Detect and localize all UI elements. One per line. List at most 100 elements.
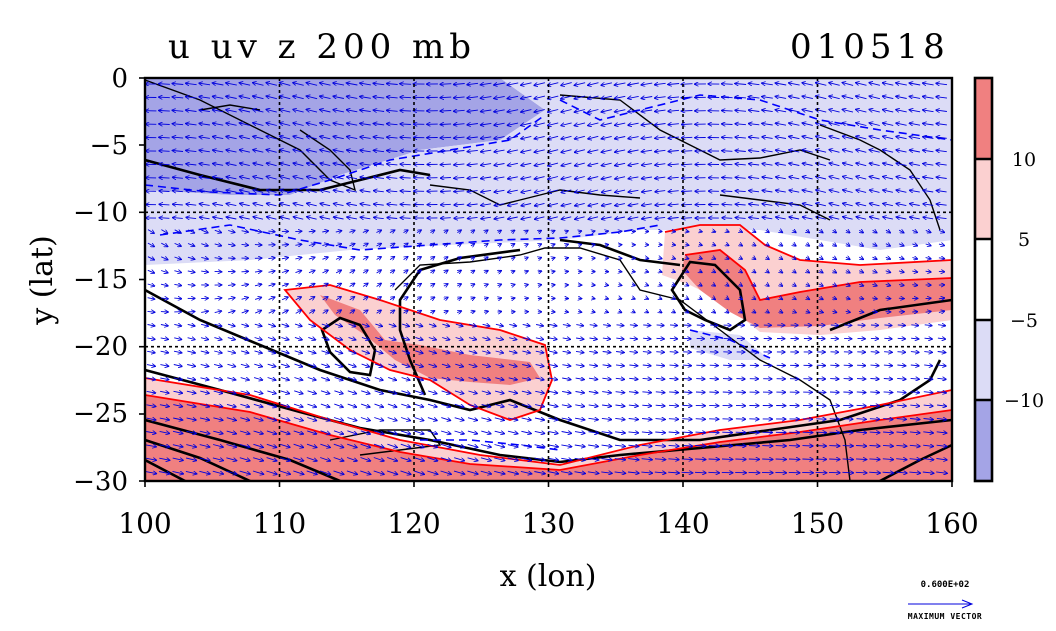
wind-vector <box>695 419 705 420</box>
wind-vector <box>454 110 465 111</box>
wind-vector <box>360 83 371 85</box>
wind-vector <box>320 110 331 112</box>
wind-vector <box>789 96 800 98</box>
wind-vector <box>347 204 357 206</box>
wind-vector <box>267 177 277 180</box>
wind-vector <box>159 97 170 98</box>
wind-vector <box>749 217 759 218</box>
wind-vector <box>909 83 921 85</box>
wind-vector <box>387 84 398 85</box>
wind-vector <box>578 244 581 245</box>
wind-vector <box>869 83 881 86</box>
wind-vector <box>226 123 237 125</box>
wind-vector <box>885 298 891 299</box>
wind-vector <box>802 83 813 85</box>
wind-vector <box>334 150 344 152</box>
wind-vector <box>213 204 223 206</box>
wind-vector <box>655 191 666 192</box>
wind-vector <box>147 242 154 246</box>
wind-vector <box>161 257 167 260</box>
wind-vector <box>538 244 541 245</box>
wind-vector <box>923 110 934 112</box>
wind-vector <box>387 97 398 98</box>
wind-vector <box>592 231 595 232</box>
wind-vector <box>481 123 492 125</box>
wind-vector <box>695 432 706 433</box>
wind-vector <box>655 97 666 98</box>
wind-vector <box>789 177 800 179</box>
wind-vector <box>400 124 411 125</box>
wind-vector <box>843 110 854 113</box>
wind-vector <box>642 177 652 179</box>
wind-vector <box>682 379 691 380</box>
wind-vector <box>870 136 880 139</box>
wind-vector <box>403 244 408 247</box>
wind-vector <box>869 419 879 420</box>
wind-vector <box>441 204 451 205</box>
wind-vector <box>870 392 879 393</box>
wind-vector <box>441 178 451 179</box>
wind-vector <box>347 163 358 165</box>
wind-vector <box>347 150 358 152</box>
wind-vector <box>669 191 679 192</box>
wind-vector <box>722 111 733 112</box>
wind-vector <box>401 178 411 179</box>
wind-vector <box>779 257 782 259</box>
wind-vector <box>672 245 675 246</box>
wind-vector <box>186 83 197 84</box>
wind-vector <box>789 123 800 125</box>
wind-vector <box>400 151 411 152</box>
wind-vector <box>481 110 492 112</box>
wind-vector <box>883 217 893 219</box>
wind-vector <box>615 217 625 219</box>
wind-vector <box>538 258 541 259</box>
wind-vector <box>376 230 381 232</box>
wind-vector <box>655 83 666 84</box>
wind-vector <box>454 151 465 152</box>
wind-vector <box>712 244 715 245</box>
wind-vector <box>213 150 224 152</box>
wind-vector <box>334 163 344 165</box>
wind-vector <box>267 163 277 166</box>
wind-vector <box>898 230 903 232</box>
wind-vector <box>307 177 317 179</box>
wind-vector <box>561 136 572 139</box>
wind-vector <box>726 257 729 259</box>
wind-vector <box>307 96 318 99</box>
wind-vector <box>856 163 867 166</box>
wind-vector <box>722 204 733 205</box>
wind-vector <box>538 285 541 286</box>
wind-vector <box>846 230 850 232</box>
wind-vector <box>898 257 904 259</box>
wind-vector <box>749 83 760 84</box>
wind-vector <box>749 191 760 192</box>
wind-vector <box>360 150 371 152</box>
wind-vector <box>281 271 288 273</box>
wind-vector <box>819 244 822 246</box>
wind-vector <box>605 231 608 232</box>
wind-vector <box>468 177 478 178</box>
wind-vector <box>268 231 274 232</box>
wind-vector <box>615 177 626 179</box>
wind-vector <box>682 124 693 125</box>
wind-vector <box>457 230 461 232</box>
wind-vector <box>656 365 664 366</box>
wind-vector <box>400 164 411 165</box>
wind-vector <box>254 271 261 272</box>
wind-vector <box>174 230 181 233</box>
wind-vector <box>829 83 840 86</box>
wind-vector <box>910 96 921 98</box>
wind-vector <box>320 204 331 206</box>
wind-vector <box>440 111 452 112</box>
wind-vector <box>588 83 599 86</box>
wind-vector <box>307 110 318 113</box>
wind-vector <box>883 83 894 85</box>
wind-vector <box>307 190 317 192</box>
wind-vector <box>159 164 170 165</box>
wind-vector <box>186 150 197 151</box>
wind-vector <box>213 177 224 179</box>
wind-vector <box>548 123 559 126</box>
wind-vector <box>320 150 331 152</box>
wind-vector <box>551 244 554 245</box>
